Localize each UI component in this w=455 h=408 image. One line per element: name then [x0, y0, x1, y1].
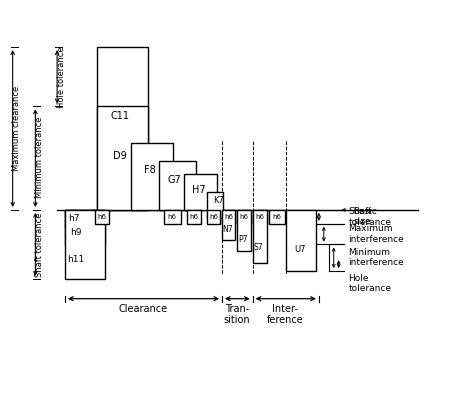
Bar	[268, 210, 285, 224]
Text: Basic
size: Basic size	[353, 207, 376, 226]
Bar	[222, 210, 234, 224]
Text: C11: C11	[111, 111, 130, 121]
Text: Minimum tolerance: Minimum tolerance	[35, 117, 44, 198]
Bar	[95, 210, 109, 224]
Text: N7: N7	[222, 225, 233, 234]
Bar	[158, 161, 196, 210]
Text: Clearance: Clearance	[118, 304, 167, 314]
Text: h9: h9	[70, 228, 81, 237]
Bar	[286, 210, 315, 271]
Text: h6: h6	[167, 214, 176, 220]
Text: H7: H7	[191, 185, 205, 195]
Text: h7: h7	[68, 214, 80, 223]
Text: Tran-
sition: Tran- sition	[223, 304, 250, 325]
Bar	[65, 210, 104, 279]
Bar	[222, 210, 234, 239]
Text: K7: K7	[213, 195, 223, 204]
Text: h6: h6	[97, 214, 106, 220]
Text: Hole
tolerance: Hole tolerance	[348, 274, 391, 293]
Bar	[207, 192, 222, 218]
Bar	[207, 210, 220, 224]
Text: P7: P7	[238, 235, 247, 244]
Text: Maximum clearance: Maximum clearance	[12, 85, 21, 171]
Text: D9: D9	[113, 151, 127, 161]
Text: Minimum
interference: Minimum interference	[348, 248, 404, 268]
Text: F8: F8	[144, 166, 156, 175]
Text: h6: h6	[239, 214, 248, 220]
Bar	[65, 210, 95, 228]
Text: Maximum
interference: Maximum interference	[348, 224, 404, 244]
Text: h6: h6	[272, 214, 281, 220]
Bar	[236, 210, 250, 224]
Text: Inter-
ference: Inter- ference	[266, 304, 303, 325]
Bar	[252, 210, 266, 224]
Text: Hole tolerance: Hole tolerance	[56, 46, 66, 108]
Bar	[183, 174, 217, 210]
Text: G7: G7	[167, 175, 181, 185]
Text: h6: h6	[209, 214, 217, 220]
Text: Shaft
tolerance: Shaft tolerance	[348, 207, 391, 226]
Bar	[252, 210, 266, 263]
Text: Shaft tolerance: Shaft tolerance	[35, 212, 44, 277]
Bar	[96, 47, 148, 210]
Bar	[236, 210, 250, 251]
Text: S7: S7	[253, 243, 263, 252]
Text: h6: h6	[223, 214, 233, 220]
Bar	[163, 210, 180, 224]
Text: U7: U7	[294, 245, 305, 254]
Bar	[186, 210, 201, 224]
Text: h11: h11	[67, 255, 84, 264]
Text: h6: h6	[254, 214, 263, 220]
Bar	[131, 143, 172, 210]
Bar	[96, 106, 148, 210]
Bar	[65, 210, 104, 246]
Text: h6: h6	[189, 214, 198, 220]
